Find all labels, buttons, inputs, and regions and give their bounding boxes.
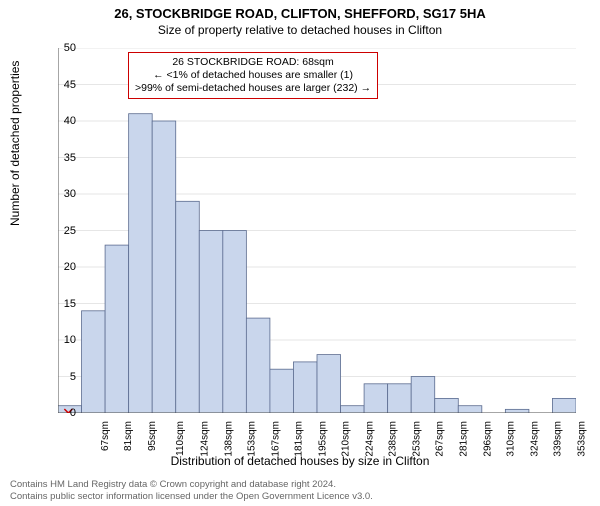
chart-container: 26, STOCKBRIDGE ROAD, CLIFTON, SHEFFORD,… [0,6,600,506]
annotation-line-2: ← <1% of detached houses are smaller (1) [135,69,371,82]
x-tick: 310sqm [506,421,517,457]
y-tick: 15 [56,298,76,310]
x-tick: 296sqm [482,421,493,457]
y-tick: 0 [56,407,76,419]
y-tick: 5 [56,371,76,383]
x-tick: 224sqm [364,421,375,457]
attribution-footer: Contains HM Land Registry data © Crown c… [10,479,373,502]
x-tick: 81sqm [123,421,134,451]
y-tick: 30 [56,188,76,200]
chart-subtitle: Size of property relative to detached ho… [0,23,600,37]
x-tick: 253sqm [411,421,422,457]
y-tick: 40 [56,115,76,127]
x-axis-label: Distribution of detached houses by size … [0,454,600,468]
x-tick: 238sqm [388,421,399,457]
x-tick: 138sqm [223,421,234,457]
footer-line-1: Contains HM Land Registry data © Crown c… [10,479,373,490]
chart-title: 26, STOCKBRIDGE ROAD, CLIFTON, SHEFFORD,… [0,6,600,21]
histogram-svg [58,48,576,413]
annotation-line-1: 26 STOCKBRIDGE ROAD: 68sqm [135,56,371,69]
x-tick: 153sqm [247,421,258,457]
x-tick: 267sqm [435,421,446,457]
y-tick: 35 [56,152,76,164]
y-tick: 45 [56,79,76,91]
annotation-box: 26 STOCKBRIDGE ROAD: 68sqm ← <1% of deta… [128,52,378,99]
x-tick: 67sqm [100,421,111,451]
annotation-line-3: >99% of semi-detached houses are larger … [135,82,371,95]
footer-line-2: Contains public sector information licen… [10,491,373,502]
x-tick: 95sqm [147,421,158,451]
x-tick: 124sqm [200,421,211,457]
y-tick: 50 [56,42,76,54]
x-tick: 210sqm [341,421,352,457]
y-axis-label: Number of detached properties [8,61,22,226]
x-tick: 110sqm [175,421,186,456]
plot-area: 26 STOCKBRIDGE ROAD: 68sqm ← <1% of deta… [58,48,576,413]
y-tick: 25 [56,225,76,237]
x-tick: 167sqm [270,421,281,457]
y-tick: 20 [56,261,76,273]
x-tick: 324sqm [529,421,540,457]
x-tick: 353sqm [576,421,587,457]
x-tick: 281sqm [459,421,470,457]
x-tick: 339sqm [553,421,564,457]
y-tick: 10 [56,334,76,346]
x-tick: 181sqm [294,421,305,457]
x-tick: 195sqm [317,421,328,457]
